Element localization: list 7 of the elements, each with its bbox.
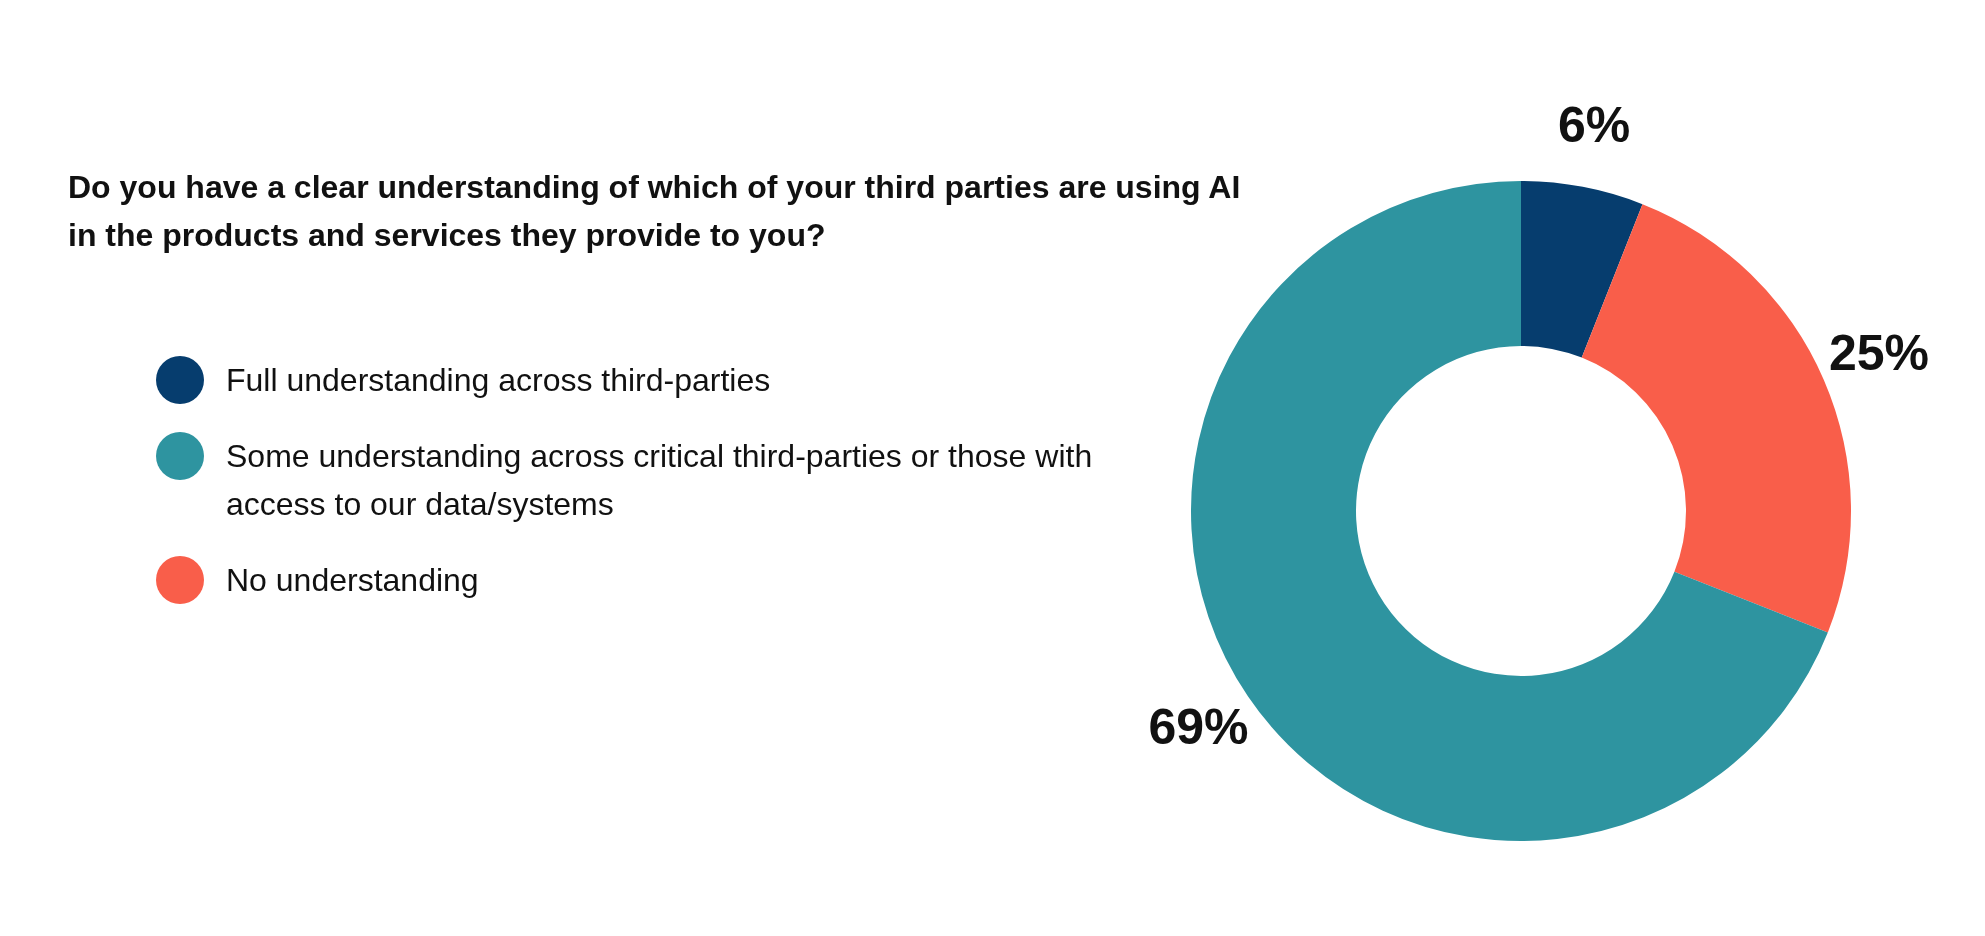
data-label: 69% <box>1148 698 1249 755</box>
data-label: 6% <box>1557 96 1631 153</box>
legend-label: Full understanding across third-parties <box>226 361 771 400</box>
legend-label: Some understanding across critical third-parties or those with access to our data/systems <box>226 437 1094 524</box>
legend-label: No understanding <box>226 561 479 600</box>
text: Do you have a clear understanding of which of your third parties are using AI in the products and services they provide to you? <box>68 168 1242 255</box>
data-label: 25% <box>1828 324 1929 381</box>
